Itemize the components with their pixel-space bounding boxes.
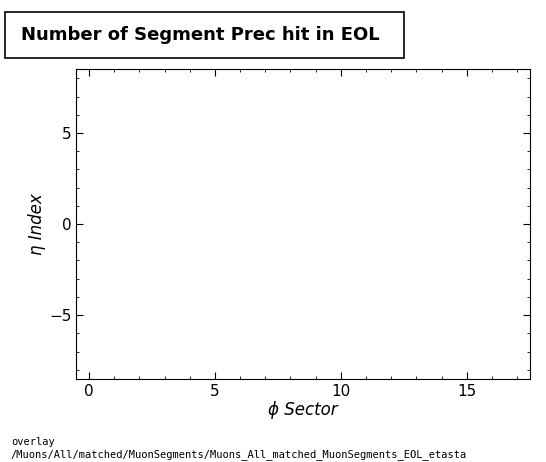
X-axis label: ϕ Sector: ϕ Sector: [268, 401, 338, 419]
Text: overlay
/Muons/All/matched/MuonSegments/Muons_All_matched_MuonSegments_EOL_etast: overlay /Muons/All/matched/MuonSegments/…: [11, 437, 467, 460]
Text: Number of Segment Prec hit in EOL: Number of Segment Prec hit in EOL: [21, 26, 380, 43]
Y-axis label: η Index: η Index: [28, 193, 46, 255]
FancyBboxPatch shape: [5, 12, 404, 58]
